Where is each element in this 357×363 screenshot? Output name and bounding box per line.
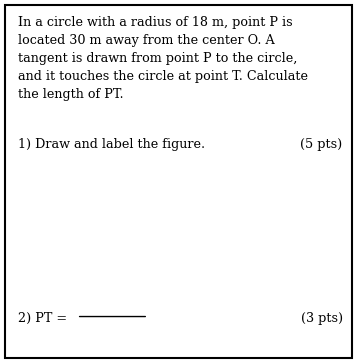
Text: 2) PT =: 2) PT =: [18, 312, 71, 325]
Text: (5 pts): (5 pts): [301, 138, 343, 151]
Text: (3 pts): (3 pts): [301, 312, 343, 325]
Text: In a circle with a radius of 18 m, point P is
located 30 m away from the center : In a circle with a radius of 18 m, point…: [18, 16, 308, 101]
Text: 1) Draw and label the figure.: 1) Draw and label the figure.: [18, 138, 205, 151]
